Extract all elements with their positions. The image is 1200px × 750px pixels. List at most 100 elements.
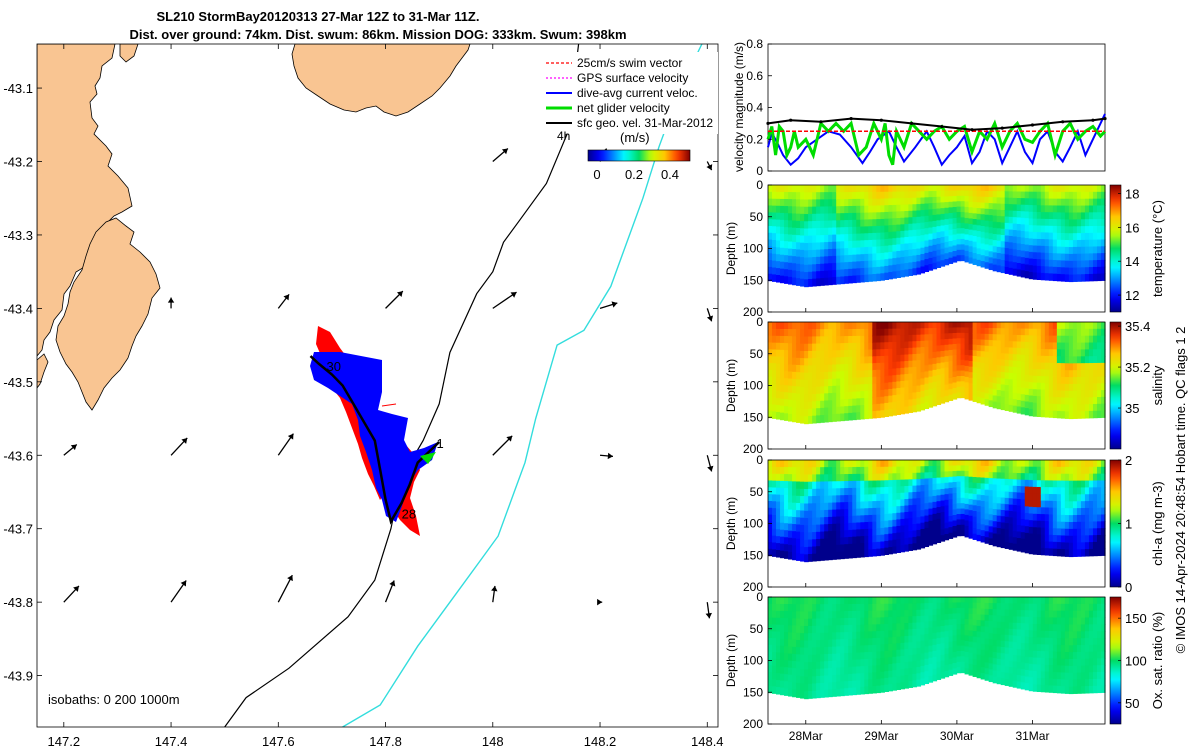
oxygen-section-cell	[1072, 645, 1078, 653]
chla-section-cell	[1048, 473, 1054, 481]
chla-section-cell	[952, 498, 958, 505]
temperature-section-cell	[940, 248, 946, 256]
temperature-section-cell	[1064, 205, 1070, 214]
chla-section-cell	[800, 467, 805, 476]
salinity-section-cell	[840, 336, 845, 344]
chla-section-cell	[1012, 517, 1018, 525]
chla-section-cell	[1020, 499, 1026, 507]
chla-section-cell	[876, 500, 881, 509]
oxygen-section-cell	[912, 680, 918, 688]
chla-section-cell	[812, 474, 817, 483]
chla-section-cell	[944, 477, 950, 484]
oxygen-section-cell	[864, 603, 869, 612]
oxygen-section-cell	[828, 632, 833, 641]
temperature-section-cell	[820, 206, 825, 215]
chla-section-cell	[936, 465, 942, 473]
oxygen-section-cell	[924, 603, 930, 610]
chla-section-cell	[916, 510, 922, 518]
oxygen-section-cell	[828, 639, 833, 648]
temperature-section-cell	[984, 238, 990, 246]
oxygen-section-cell	[1004, 653, 1010, 661]
oxygen-section-cell	[960, 640, 966, 647]
oxygen-section-cell	[1076, 624, 1082, 632]
salinity-section-cell	[968, 377, 974, 384]
oxygen-section-cell	[884, 617, 889, 625]
salinity-section-cell	[1032, 409, 1038, 417]
temperature-section-cell	[1032, 232, 1038, 240]
oxygen-section-cell	[988, 651, 994, 658]
chla-section-cell	[828, 545, 833, 554]
chla-section-cell	[864, 494, 869, 502]
temperature-section-cell	[988, 233, 994, 240]
temperature-section-cell	[808, 279, 813, 287]
temperature-section-cell	[1016, 185, 1022, 193]
velocity-point-1	[789, 118, 793, 122]
temperature-section-cell	[772, 219, 777, 227]
salinity-section-cell	[812, 415, 817, 424]
oxygen-section-cell	[768, 672, 773, 680]
chla-section-cell	[1000, 484, 1006, 492]
chla-section-cell	[984, 489, 990, 497]
oxygen-section-cell	[1060, 645, 1066, 653]
oxygen-section-cell	[920, 672, 926, 680]
temperature-section-cell	[908, 256, 914, 264]
oxygen-section-cell	[1004, 666, 1010, 674]
oxygen-section-cell	[808, 683, 813, 692]
salinity-section-cell	[868, 411, 873, 419]
temperature-section-cell	[920, 197, 926, 205]
temperature-section-cell	[900, 237, 905, 245]
temperature-section-cell	[812, 278, 817, 287]
salinity-section-cell	[1092, 342, 1098, 350]
salinity-section-cell	[1004, 385, 1010, 393]
chla-section-cell	[876, 548, 881, 557]
salinity-section-cell	[924, 383, 930, 391]
oxygen-section-cell	[1076, 679, 1082, 687]
temperature-section-cell	[1052, 266, 1058, 275]
salinity-section-cell	[1056, 376, 1062, 385]
oxygen-section-cell	[856, 659, 861, 668]
salinity-section-cell	[1068, 397, 1074, 406]
temperature-section-cell	[872, 212, 877, 220]
oxygen-section-cell	[916, 628, 922, 636]
oxygen-section-cell	[1088, 631, 1094, 639]
temperature-section-cell	[988, 203, 994, 210]
chla-section-cell	[876, 541, 881, 550]
salinity-section-cell	[984, 399, 990, 406]
salinity-section-cell	[876, 376, 881, 384]
temperature-section-cell	[988, 263, 994, 271]
salinity-section-cell	[832, 364, 837, 373]
chla-section-cell	[940, 517, 946, 525]
salinity-section-cell	[936, 398, 942, 405]
salinity-section-cell	[888, 409, 893, 417]
chla-section-cell	[1080, 480, 1086, 489]
salinity-section-cell	[788, 385, 793, 394]
oxygen-section-cell	[972, 665, 978, 672]
salinity-section-cell	[1084, 356, 1090, 364]
salinity-section-cell	[936, 363, 942, 370]
chla-section-cell	[1084, 466, 1090, 475]
temperature-section-cell	[872, 205, 877, 213]
chla-section-cell	[1092, 535, 1098, 543]
oxygen-section-cell	[808, 662, 813, 670]
chla-section-cell	[836, 481, 841, 489]
temperature-section-cell	[960, 244, 966, 251]
temperature-section-cell	[884, 185, 889, 193]
temperature-section-cell	[776, 240, 781, 248]
salinity-section-cell	[1052, 342, 1058, 350]
temperature-section-cell	[828, 270, 833, 279]
temperature-section-cell	[872, 246, 877, 255]
salinity-section-cell	[992, 395, 998, 403]
chla-section-cell	[820, 474, 825, 483]
temperature-section-cell	[1060, 246, 1066, 255]
salinity-section-cell	[816, 329, 821, 337]
oxygen-section-cell	[892, 603, 897, 611]
salinity-section-cell	[1016, 367, 1022, 375]
chla-section-cell	[1016, 460, 1022, 468]
oxygen-section-cell	[964, 651, 970, 658]
temperature-section-colorbar	[1109, 184, 1122, 313]
oxygen-section-cell	[1048, 631, 1054, 639]
chla-section-cell	[968, 510, 974, 517]
oxygen-section-cell	[836, 639, 841, 648]
chla-section-cell	[812, 496, 817, 504]
